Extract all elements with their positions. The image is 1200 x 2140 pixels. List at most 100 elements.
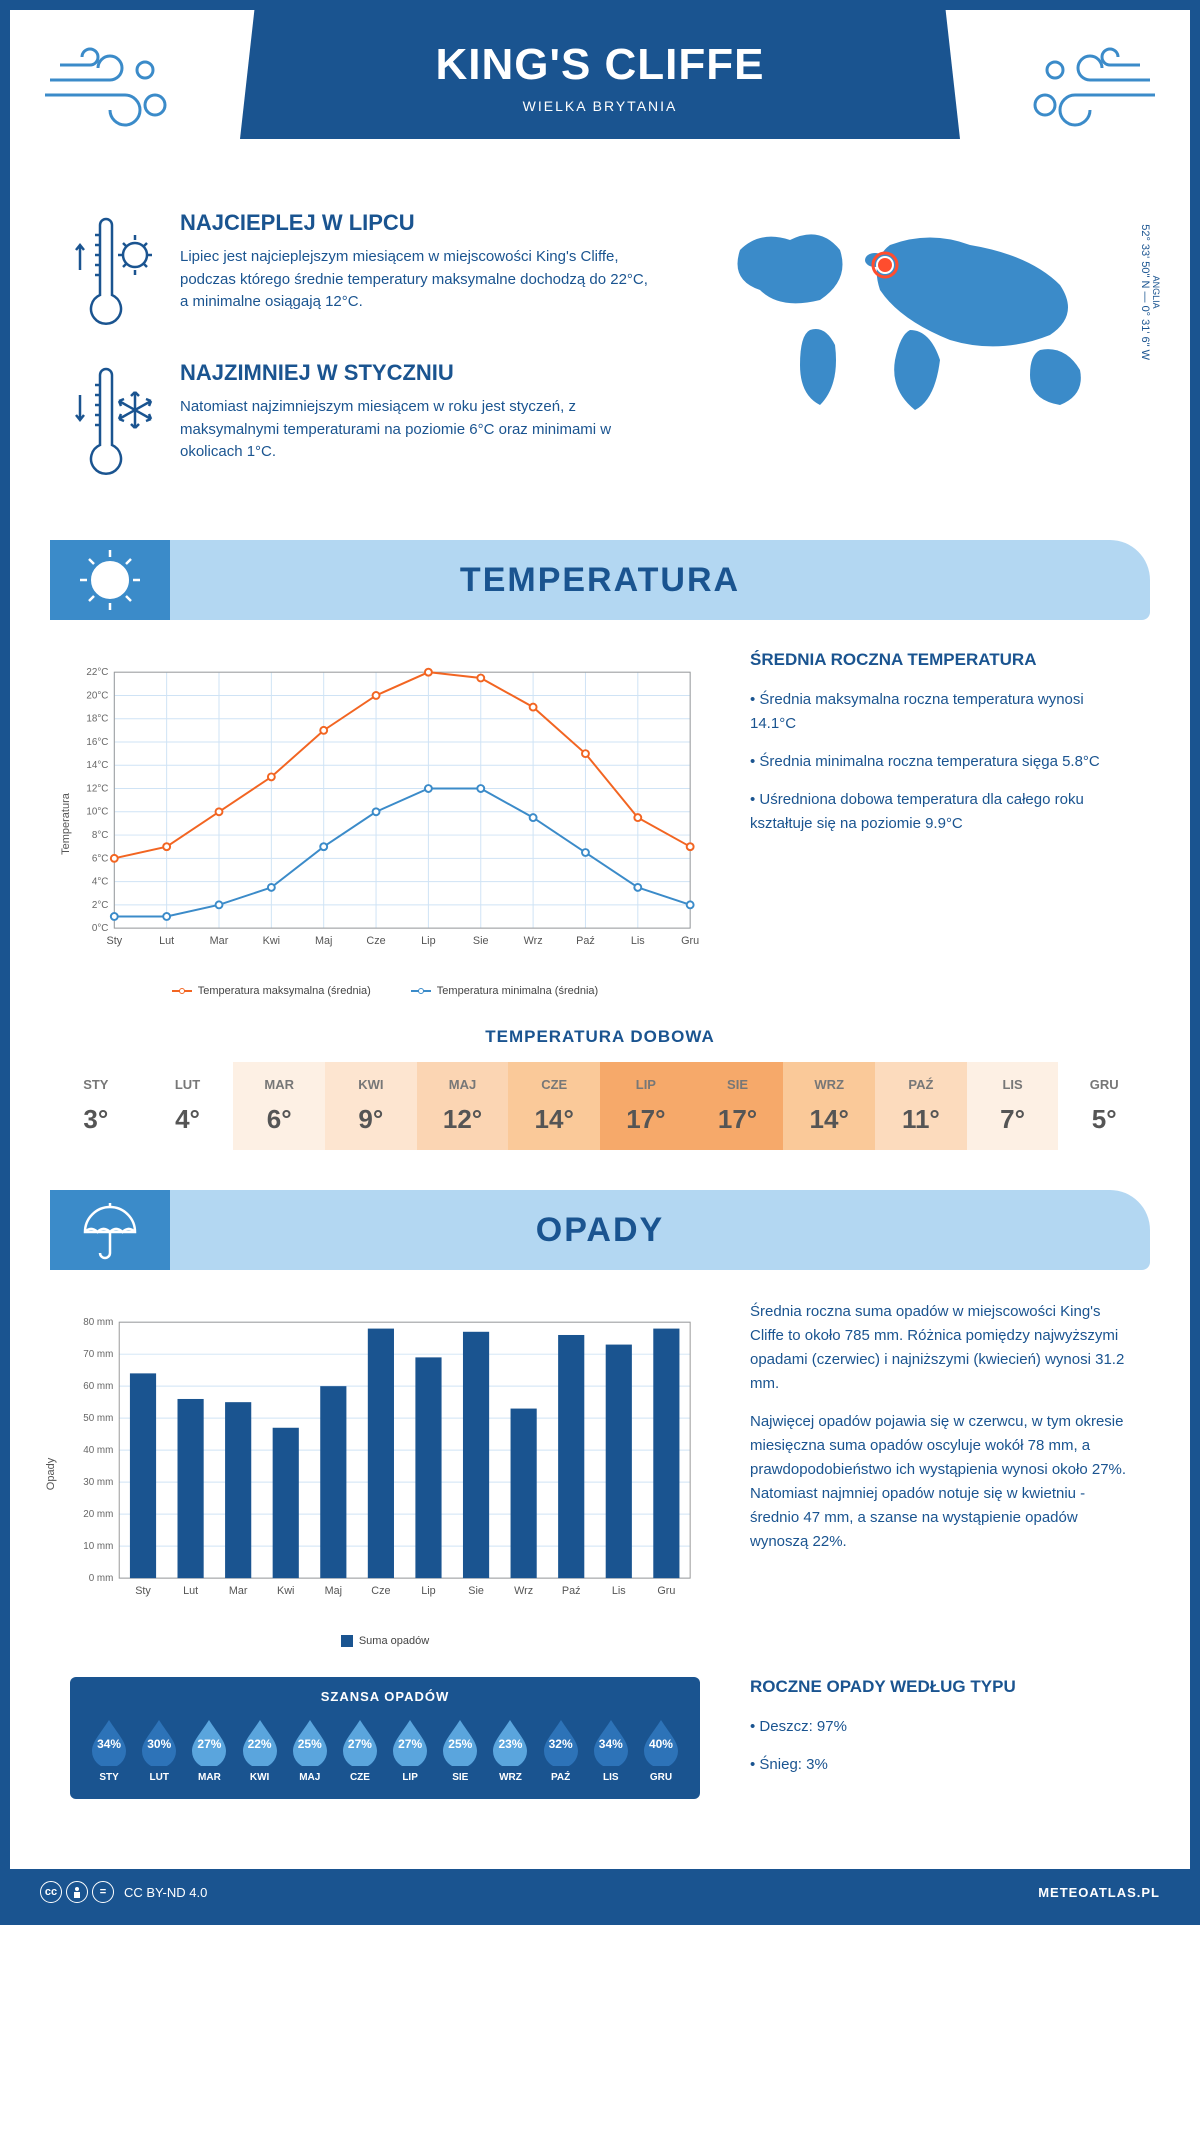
svg-text:Gru: Gru [681, 935, 699, 947]
svg-text:Lis: Lis [612, 1585, 626, 1597]
thermometer-hot-icon [70, 210, 160, 330]
svg-text:Gru: Gru [657, 1585, 675, 1597]
daily-cell: STY 3° [50, 1062, 142, 1150]
svg-text:30 mm: 30 mm [83, 1477, 113, 1488]
precip-type-item: Deszcz: 97% [750, 1715, 1130, 1739]
daily-month: LUT [142, 1077, 234, 1092]
svg-text:6°C: 6°C [92, 853, 109, 864]
chance-month: CZE [337, 1772, 383, 1783]
chance-item: 27% CZE [337, 1716, 383, 1783]
chance-month: LIP [387, 1772, 433, 1783]
precip-type-item: Śnieg: 3% [750, 1753, 1130, 1777]
chance-pct: 40% [649, 1737, 673, 1751]
chance-item: 27% MAR [186, 1716, 232, 1783]
world-map [690, 210, 1130, 430]
svg-text:40 mm: 40 mm [83, 1445, 113, 1456]
svg-text:10 mm: 10 mm [83, 1541, 113, 1552]
svg-text:20°C: 20°C [86, 690, 108, 701]
precip-type: ROCZNE OPADY WEDŁUG TYPU Deszcz: 97%Śnie… [750, 1677, 1130, 1799]
cold-title: NAJZIMNIEJ W STYCZNIU [180, 360, 650, 386]
svg-text:18°C: 18°C [86, 714, 108, 725]
temp-chart-row: Temperatura 0°C2°C4°C6°C8°C10°C12°C14°C1… [10, 650, 1190, 1027]
raindrop-icon: 27% [389, 1716, 431, 1766]
chance-pct: 32% [549, 1737, 573, 1751]
svg-text:2°C: 2°C [92, 900, 109, 911]
temp-side-text: ŚREDNIA ROCZNA TEMPERATURA Średnia maksy… [750, 650, 1130, 997]
chance-pct: 27% [197, 1737, 221, 1751]
daily-month: SIE [692, 1077, 784, 1092]
precip-chart-area: Opady 0 mm10 mm20 mm30 mm40 mm50 mm60 mm… [70, 1300, 700, 1647]
raindrop-icon: 25% [289, 1716, 331, 1766]
hot-body: Lipiec jest najcieplejszym miesiącem w m… [180, 246, 650, 314]
chance-title: SZANSA OPADÓW [86, 1689, 684, 1704]
cold-body: Natomiast najzimniejszym miesiącem w rok… [180, 396, 650, 464]
svg-text:Sty: Sty [106, 935, 122, 947]
svg-text:Mar: Mar [210, 935, 229, 947]
svg-text:16°C: 16°C [86, 737, 108, 748]
svg-text:Lip: Lip [421, 1585, 435, 1597]
svg-text:Paź: Paź [576, 935, 595, 947]
legend-min: Temperatura minimalna (średnia) [411, 985, 598, 997]
raindrop-icon: 22% [239, 1716, 281, 1766]
daily-cell: SIE 17° [692, 1062, 784, 1150]
daily-cell: MAR 6° [233, 1062, 325, 1150]
daily-month: WRZ [783, 1077, 875, 1092]
svg-text:Mar: Mar [229, 1585, 248, 1597]
temp-side-title: ŚREDNIA ROCZNA TEMPERATURA [750, 650, 1130, 670]
daily-cell: WRZ 14° [783, 1062, 875, 1150]
chance-item: 40% GRU [638, 1716, 684, 1783]
daily-value: 17° [692, 1104, 784, 1135]
daily-value: 6° [233, 1104, 325, 1135]
daily-value: 14° [783, 1104, 875, 1135]
intro-left: NAJCIEPLEJ W LIPCU Lipiec jest najcieple… [70, 210, 650, 510]
chance-item: 32% PAŹ [538, 1716, 584, 1783]
nd-icon: = [92, 1881, 114, 1903]
daily-month: STY [50, 1077, 142, 1092]
intro-right: ANGLIA 52° 33' 50" N — 0° 31' 6" W [690, 210, 1130, 510]
license-text: CC BY-ND 4.0 [124, 1885, 207, 1900]
chance-pct: 30% [147, 1737, 171, 1751]
temp-legend: Temperatura maksymalna (średnia) Tempera… [70, 985, 700, 997]
chance-item: 23% WRZ [487, 1716, 533, 1783]
daily-value: 4° [142, 1104, 234, 1135]
chance-row: 34% STY 30% LUT 27% MAR 22% KWI [86, 1716, 684, 1783]
raindrop-icon: 34% [590, 1716, 632, 1766]
svg-text:Kwi: Kwi [263, 935, 280, 947]
page-frame: KING'S CLIFFE WIELKA BRYTANIA [0, 0, 1200, 1925]
daily-month: MAJ [417, 1077, 509, 1092]
raindrop-icon: 23% [489, 1716, 531, 1766]
daily-cell: KWI 9° [325, 1062, 417, 1150]
daily-month: GRU [1058, 1077, 1150, 1092]
daily-value: 9° [325, 1104, 417, 1135]
svg-text:Cze: Cze [366, 935, 385, 947]
coordinates: ANGLIA 52° 33' 50" N — 0° 31' 6" W [1139, 224, 1161, 360]
daily-month: CZE [508, 1077, 600, 1092]
svg-text:12°C: 12°C [86, 783, 108, 794]
svg-text:Sie: Sie [468, 1585, 484, 1597]
svg-text:Maj: Maj [325, 1585, 342, 1597]
precip-type-list: Deszcz: 97% Śnieg: 3% [750, 1715, 1130, 1777]
temperature-banner: TEMPERATURA [50, 540, 1150, 620]
temp-chart-area: Temperatura 0°C2°C4°C6°C8°C10°C12°C14°C1… [70, 650, 700, 997]
chance-month: MAR [186, 1772, 232, 1783]
cc-icon: cc [40, 1881, 62, 1903]
temperature-title: TEMPERATURA [460, 561, 740, 600]
daily-value: 14° [508, 1104, 600, 1135]
umbrella-icon-container [50, 1190, 170, 1270]
chance-pct: 34% [97, 1737, 121, 1751]
region-label: ANGLIA [1151, 224, 1161, 360]
temperature-chart: 0°C2°C4°C6°C8°C10°C12°C14°C16°C18°C20°C2… [70, 650, 700, 970]
chance-container: SZANSA OPADÓW 34% STY 30% LUT 27% MAR [70, 1677, 700, 1799]
raindrop-icon: 27% [339, 1716, 381, 1766]
precip-banner: OPADY [50, 1190, 1150, 1270]
chance-month: KWI [237, 1772, 283, 1783]
daily-cell: LIP 17° [600, 1062, 692, 1150]
raindrop-icon: 30% [138, 1716, 180, 1766]
daily-value: 5° [1058, 1104, 1150, 1135]
temp-ylabel: Temperatura [60, 793, 72, 855]
temp-side-list: Średnia maksymalna roczna temperatura wy… [750, 688, 1130, 836]
header: KING'S CLIFFE WIELKA BRYTANIA [10, 10, 1190, 190]
svg-text:Kwi: Kwi [277, 1585, 294, 1597]
footer-left: cc = CC BY-ND 4.0 [40, 1881, 207, 1903]
precip-title: OPADY [536, 1211, 664, 1250]
